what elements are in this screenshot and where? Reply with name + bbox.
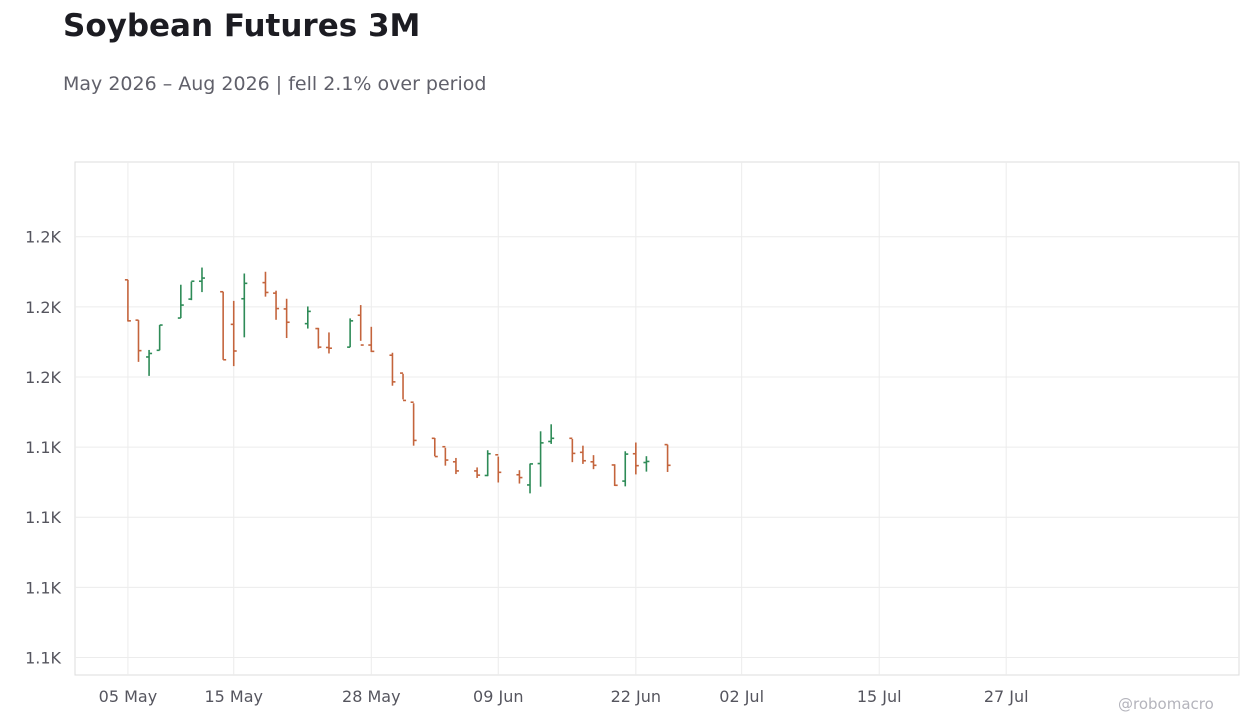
ohlc-bar [410,401,417,446]
ohlc-bar [230,300,237,367]
y-tick-label: 1.2K [25,228,61,247]
ohlc-bar [579,445,586,464]
ohlc-bar [220,290,227,361]
ohlc-bar [304,306,311,329]
ohlc-bar [325,332,332,354]
ohlc-bar [124,279,131,322]
y-tick-label: 1.1K [25,438,61,457]
ohlc-bar [590,455,597,470]
ohlc-bar [198,267,205,293]
ohlc-bar [474,467,481,478]
ohlc-bar [632,442,639,475]
ohlc-bar [389,352,396,386]
ohlc-bar [495,453,502,483]
y-tick-label: 1.2K [25,298,61,317]
ohlc-bar [156,324,163,352]
x-tick-label: 05 May [99,687,158,706]
ohlc-bar [537,431,544,487]
y-tick-label: 1.2K [25,368,61,387]
ohlc-bar [135,319,142,362]
ohlc-bar [643,456,650,472]
ohlc-bar [315,327,322,349]
x-tick-label: 15 Jul [857,687,902,706]
chart-subtitle: May 2026 – Aug 2026 | fell 2.1% over per… [63,73,487,95]
y-axis: 1.1K 1.1K 1.1K 1.1K 1.2K 1.2K 1.2K [25,228,61,668]
ohlc-bar [484,450,491,477]
ohlc-bar [548,424,555,444]
x-axis: 05 May 15 May 28 May 09 Jun 22 Jun 02 Jul 15 J… [99,687,1029,706]
chart-title: Soybean Futures 3M [63,8,421,44]
x-tick-label: 02 Jul [719,687,764,706]
x-tick-label: 09 Jun [473,687,523,706]
ohlc-bar [452,457,459,475]
ohlc-bar [431,437,438,458]
ohlc-bar [283,298,290,339]
grid-lines [75,162,1239,675]
y-tick-label: 1.1K [25,578,61,597]
ohlc-bar [569,437,576,463]
x-tick-label: 27 Jul [984,687,1029,706]
x-tick-label: 15 May [204,687,263,706]
ohlc-bar [368,326,375,353]
ohlc-bar [664,443,671,472]
ohlc-bar [177,284,184,319]
y-tick-label: 1.1K [25,648,61,667]
ohlc-bar [527,463,534,494]
ohlc-bar [241,273,248,338]
ohlc-bar [262,271,269,297]
watermark: @robomacro [1118,695,1214,713]
ohlc-bar [442,445,449,466]
ohlc-bar [622,451,629,487]
ohlc-bar [516,470,523,484]
ohlc-bar [146,349,153,376]
ohlc-bars [124,267,671,494]
x-tick-label: 22 Jun [611,687,661,706]
plot-frame [74,161,1240,676]
ohlc-bar [357,305,364,346]
ohlc-bar [188,280,195,301]
y-tick-label: 1.1K [25,508,61,527]
ohlc-bar [400,372,407,402]
ohlc-bar [611,464,618,487]
ohlc-bar [347,318,354,348]
x-tick-label: 28 May [342,687,401,706]
ohlc-bar [273,290,280,320]
